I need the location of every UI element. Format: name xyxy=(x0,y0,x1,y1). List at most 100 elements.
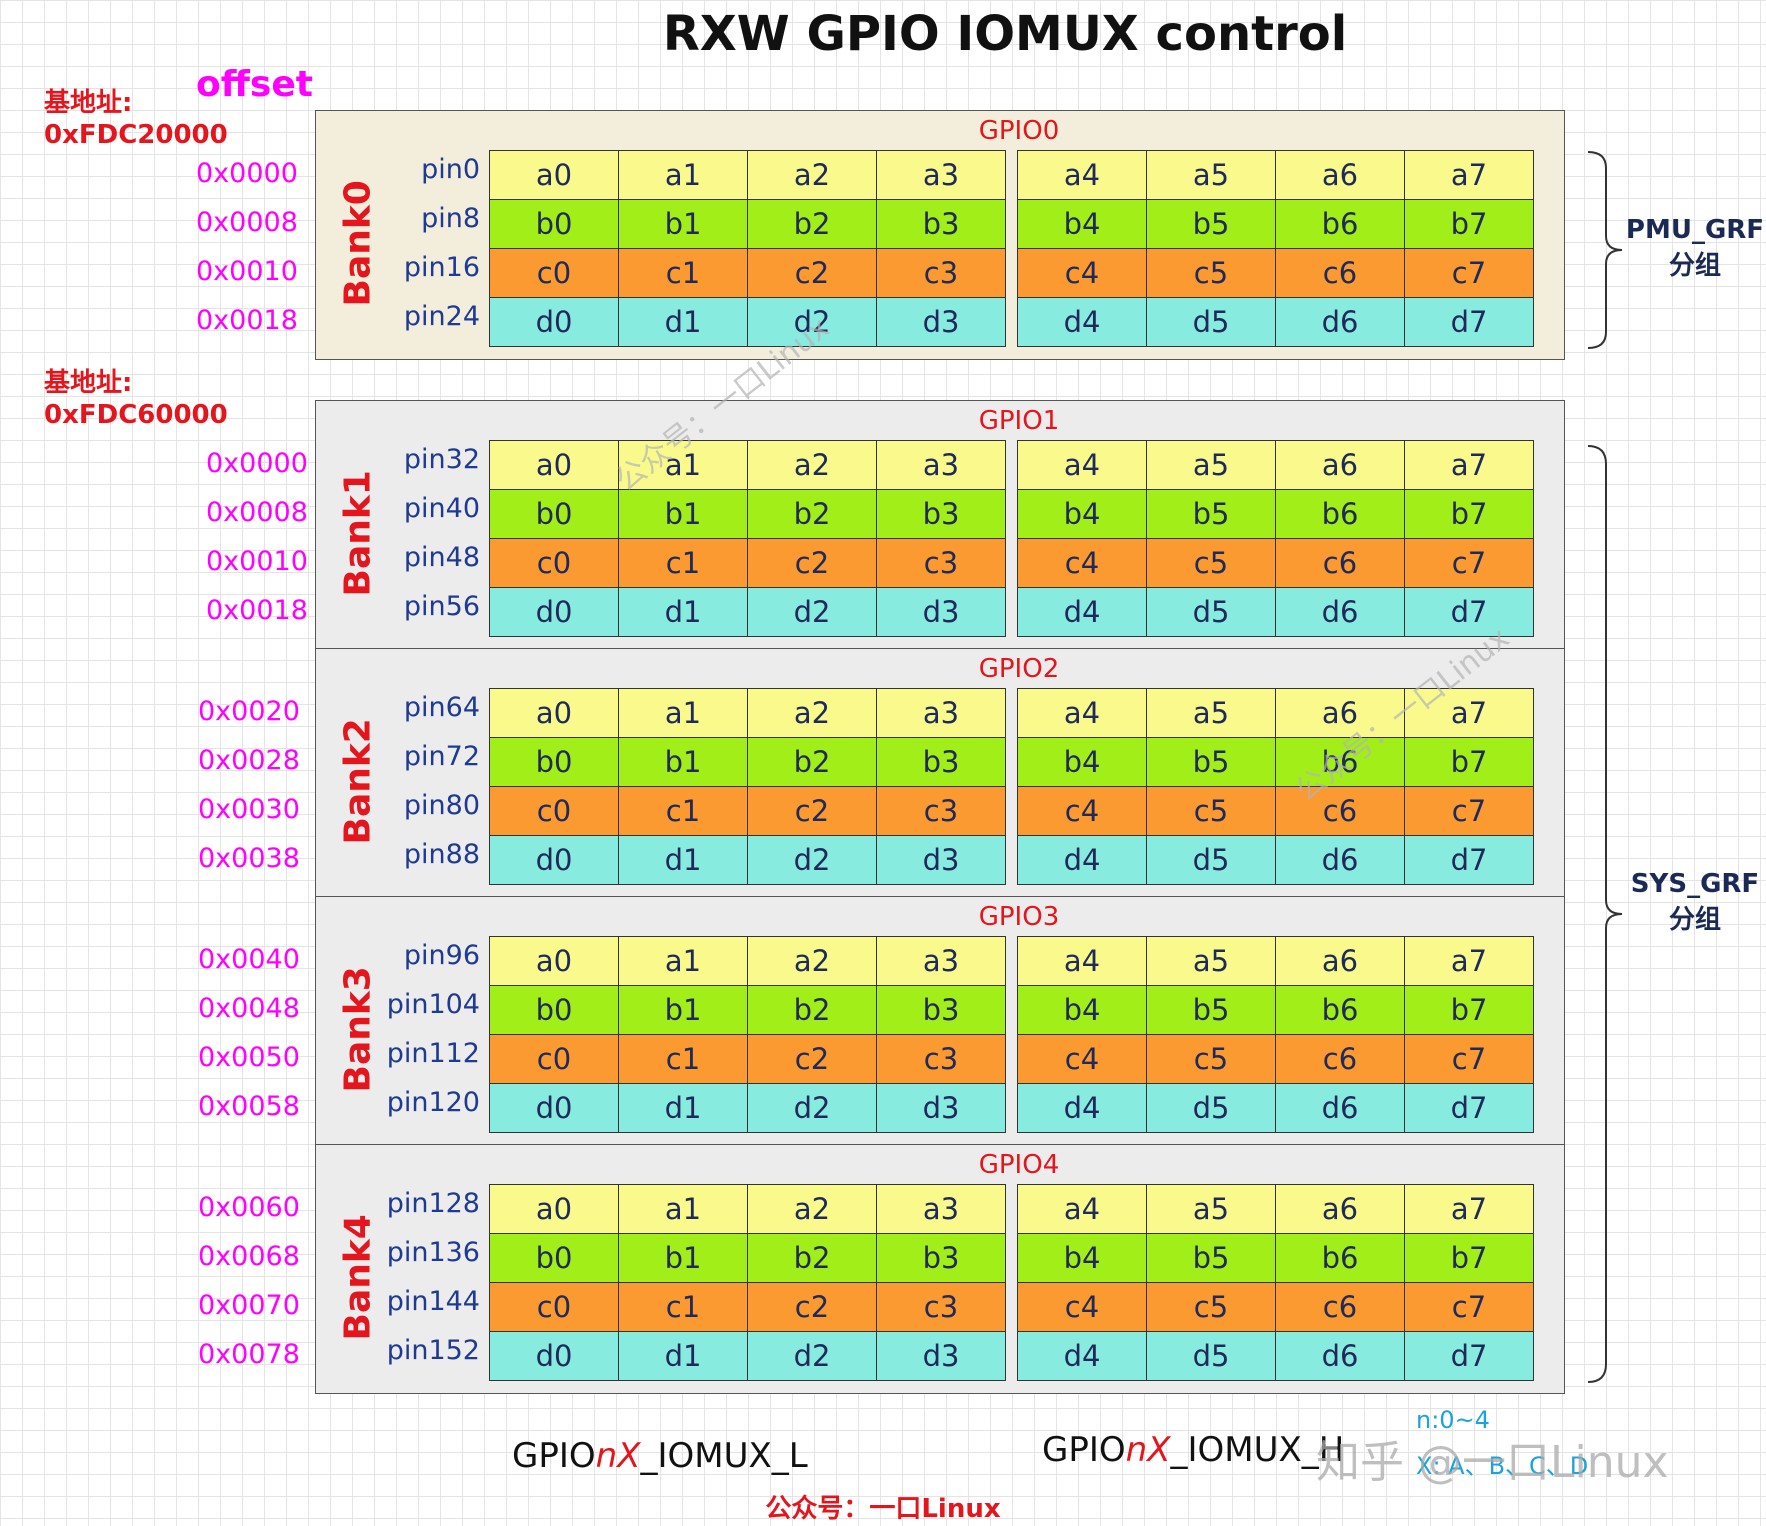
iomux-cell: d4 xyxy=(1018,1084,1147,1133)
iomux-cell: d0 xyxy=(490,836,619,885)
iomux-cell: b7 xyxy=(1405,1234,1534,1283)
iomux-cell: d4 xyxy=(1018,298,1147,347)
iomux-cell: c1 xyxy=(619,1035,748,1084)
iomux-low-grid: a0 a1 a2 a3 b0 b1 b2 b3 c0 c1 c2 c3 d0 d1 d2 d3 xyxy=(489,688,1006,885)
iomux-cell: d4 xyxy=(1018,588,1147,637)
legend-x-range: X: A、B、C、D xyxy=(1416,1452,1589,1480)
footer-credit: 公众号：一口Linux xyxy=(765,1494,1001,1524)
iomux-cell: c7 xyxy=(1405,1035,1534,1084)
iomux-cell: b5 xyxy=(1147,738,1276,787)
iomux-high-grid: a4 a5 a6 a7 b4 b5 b6 b7 c4 c5 c6 c7 d4 d5 d6 d7 xyxy=(1017,1184,1534,1381)
iomux-cell: d7 xyxy=(1405,298,1534,347)
iomux-cell: d5 xyxy=(1147,298,1276,347)
iomux-cell: a5 xyxy=(1147,441,1276,490)
iomux-cell: d5 xyxy=(1147,588,1276,637)
iomux-cell: d0 xyxy=(490,1084,619,1133)
iomux-cell: d5 xyxy=(1147,1084,1276,1133)
iomux-cell: b3 xyxy=(877,986,1006,1035)
offset-label: 0x0000 xyxy=(206,448,308,479)
iomux-cell: b3 xyxy=(877,490,1006,539)
iomux-cell: b4 xyxy=(1018,986,1147,1035)
reg-high-suffix: _IOMUX_H xyxy=(1170,1430,1345,1470)
iomux-cell: b6 xyxy=(1276,1234,1405,1283)
iomux-cell: c3 xyxy=(877,787,1006,836)
legend-n-range: n:0~4 xyxy=(1416,1406,1490,1434)
offset-label: 0x0020 xyxy=(198,696,300,727)
iomux-cell: b4 xyxy=(1018,738,1147,787)
iomux-cell: b2 xyxy=(748,200,877,249)
page-title: RXW GPIO IOMUX control xyxy=(662,6,1348,62)
pin-label: pin88 xyxy=(403,839,480,870)
iomux-cell: a0 xyxy=(490,441,619,490)
iomux-cell: a0 xyxy=(490,689,619,738)
iomux-cell: b6 xyxy=(1276,200,1405,249)
iomux-cell: d3 xyxy=(877,836,1006,885)
iomux-cell: b1 xyxy=(619,986,748,1035)
iomux-cell: a3 xyxy=(877,937,1006,986)
gpio-label: GPIO3 xyxy=(978,902,1060,932)
iomux-low-grid: a0 a1 a2 a3 b0 b1 b2 b3 c0 c1 c2 c3 d0 d1 d2 d3 xyxy=(489,150,1006,347)
iomux-cell: b2 xyxy=(748,490,877,539)
iomux-cell: c7 xyxy=(1405,539,1534,588)
reg-high-prefix: GPIO xyxy=(1042,1430,1126,1470)
iomux-cell: d4 xyxy=(1018,1332,1147,1381)
offset-label: 0x0028 xyxy=(198,745,300,776)
iomux-cell: b2 xyxy=(748,1234,877,1283)
iomux-cell: d3 xyxy=(877,588,1006,637)
iomux-cell: c0 xyxy=(490,1283,619,1332)
offset-header: offset xyxy=(196,64,313,105)
pin-label: pin72 xyxy=(403,741,480,772)
iomux-low-grid: a0 a1 a2 a3 b0 b1 b2 b3 c0 c1 c2 c3 d0 d1 d2 d3 xyxy=(489,1184,1006,1381)
iomux-cell: d2 xyxy=(748,1332,877,1381)
pin-label: pin32 xyxy=(403,444,480,475)
offset-label: 0x0048 xyxy=(198,993,300,1024)
iomux-cell: d1 xyxy=(619,588,748,637)
pin-label: pin128 xyxy=(386,1188,480,1219)
iomux-high-grid: a4 a5 a6 a7 b4 b5 b6 b7 c4 c5 c6 c7 d4 d5 d6 d7 xyxy=(1017,936,1534,1133)
pmu-grf-line2: 分组 xyxy=(1668,251,1721,281)
iomux-cell: a5 xyxy=(1147,937,1276,986)
offset-label: 0x0030 xyxy=(198,794,300,825)
iomux-cell: b4 xyxy=(1018,200,1147,249)
pin-label: pin112 xyxy=(386,1038,480,1069)
iomux-cell: b2 xyxy=(748,986,877,1035)
iomux-cell: b0 xyxy=(490,200,619,249)
iomux-cell: d3 xyxy=(877,1332,1006,1381)
offset-label: 0x0078 xyxy=(198,1339,300,1370)
offset-label: 0x0040 xyxy=(198,944,300,975)
pin-label: pin104 xyxy=(386,989,480,1020)
gpio-label: GPIO2 xyxy=(978,654,1060,684)
pin-label: pin40 xyxy=(403,493,480,524)
iomux-cell: b1 xyxy=(619,200,748,249)
reg-low-prefix: GPIO xyxy=(512,1436,596,1476)
reg-low-var: nX xyxy=(595,1436,641,1476)
iomux-cell: d2 xyxy=(748,588,877,637)
iomux-cell: d2 xyxy=(748,298,877,347)
iomux-cell: d2 xyxy=(748,836,877,885)
watermark-3: 知乎 @一口Linux xyxy=(1316,1437,1669,1488)
pin-label: pin96 xyxy=(403,940,480,971)
iomux-cell: d7 xyxy=(1405,1332,1534,1381)
iomux-cell: c4 xyxy=(1018,249,1147,298)
pin-label: pin144 xyxy=(386,1286,480,1317)
base-address-value-1: 0xFDC60000 xyxy=(44,400,228,430)
iomux-cell: b7 xyxy=(1405,986,1534,1035)
pin-label: pin0 xyxy=(421,154,480,185)
pin-label: pin48 xyxy=(403,542,480,573)
iomux-cell: c2 xyxy=(748,539,877,588)
iomux-cell: a4 xyxy=(1018,151,1147,200)
iomux-cell: a3 xyxy=(877,441,1006,490)
gpio-label: GPIO0 xyxy=(978,116,1060,146)
iomux-cell: a6 xyxy=(1276,1185,1405,1234)
iomux-cell: d6 xyxy=(1276,1332,1405,1381)
iomux-cell: a1 xyxy=(619,1185,748,1234)
pin-label: pin24 xyxy=(403,301,480,332)
iomux-cell: a6 xyxy=(1276,441,1405,490)
offset-label: 0x0008 xyxy=(196,207,298,238)
iomux-cell: c4 xyxy=(1018,539,1147,588)
iomux-cell: c3 xyxy=(877,1283,1006,1332)
iomux-cell: b4 xyxy=(1018,490,1147,539)
iomux-cell: a1 xyxy=(619,937,748,986)
iomux-cell: c4 xyxy=(1018,1035,1147,1084)
sys-grf-brace xyxy=(1587,445,1623,1383)
